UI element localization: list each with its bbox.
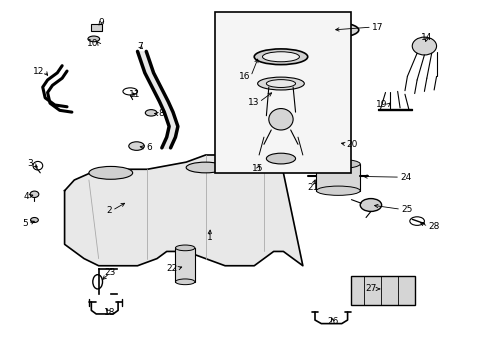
- Ellipse shape: [305, 22, 358, 38]
- Ellipse shape: [316, 159, 360, 168]
- Text: 19: 19: [376, 100, 387, 109]
- Bar: [351, 276, 414, 305]
- Text: 10: 10: [87, 39, 99, 48]
- Text: 15: 15: [252, 164, 264, 173]
- Ellipse shape: [254, 49, 307, 64]
- Ellipse shape: [128, 142, 144, 150]
- Text: 14: 14: [420, 33, 432, 42]
- Ellipse shape: [316, 186, 360, 195]
- Text: 3: 3: [27, 159, 33, 168]
- Ellipse shape: [88, 36, 100, 42]
- Ellipse shape: [186, 162, 224, 173]
- Text: 18: 18: [103, 309, 115, 318]
- Text: 21: 21: [306, 183, 318, 192]
- Polygon shape: [64, 155, 302, 266]
- Text: 11: 11: [129, 90, 141, 99]
- Ellipse shape: [89, 166, 132, 179]
- Text: 28: 28: [427, 222, 439, 231]
- Ellipse shape: [30, 191, 39, 198]
- Text: 9: 9: [98, 18, 104, 27]
- Text: 22: 22: [166, 264, 177, 273]
- Ellipse shape: [360, 199, 381, 211]
- Text: 26: 26: [326, 317, 338, 326]
- Bar: [316, 164, 360, 191]
- Text: 12: 12: [33, 67, 44, 76]
- Text: 7: 7: [137, 41, 142, 50]
- Ellipse shape: [145, 110, 157, 116]
- Text: 4: 4: [23, 192, 29, 201]
- Ellipse shape: [411, 37, 436, 55]
- Ellipse shape: [268, 109, 292, 130]
- Ellipse shape: [175, 279, 195, 285]
- Text: 20: 20: [346, 140, 357, 149]
- Ellipse shape: [257, 77, 304, 90]
- Ellipse shape: [175, 245, 195, 251]
- Text: 23: 23: [104, 268, 115, 277]
- Bar: [175, 248, 195, 282]
- Bar: [215, 12, 351, 173]
- Text: 16: 16: [239, 72, 250, 81]
- Ellipse shape: [313, 25, 350, 35]
- Ellipse shape: [266, 153, 295, 164]
- Text: 25: 25: [400, 205, 411, 214]
- Text: 1: 1: [206, 233, 212, 242]
- Text: 24: 24: [399, 173, 410, 182]
- Bar: [91, 24, 102, 31]
- Text: 13: 13: [247, 98, 259, 107]
- Ellipse shape: [329, 138, 341, 147]
- Text: 2: 2: [106, 206, 112, 215]
- Ellipse shape: [262, 52, 299, 62]
- Ellipse shape: [266, 80, 295, 87]
- Text: 17: 17: [371, 23, 383, 32]
- Text: 6: 6: [146, 143, 152, 152]
- Ellipse shape: [30, 217, 38, 222]
- Ellipse shape: [330, 156, 340, 161]
- Text: 27: 27: [365, 284, 376, 293]
- Text: 8: 8: [158, 109, 163, 118]
- Text: 5: 5: [22, 219, 28, 228]
